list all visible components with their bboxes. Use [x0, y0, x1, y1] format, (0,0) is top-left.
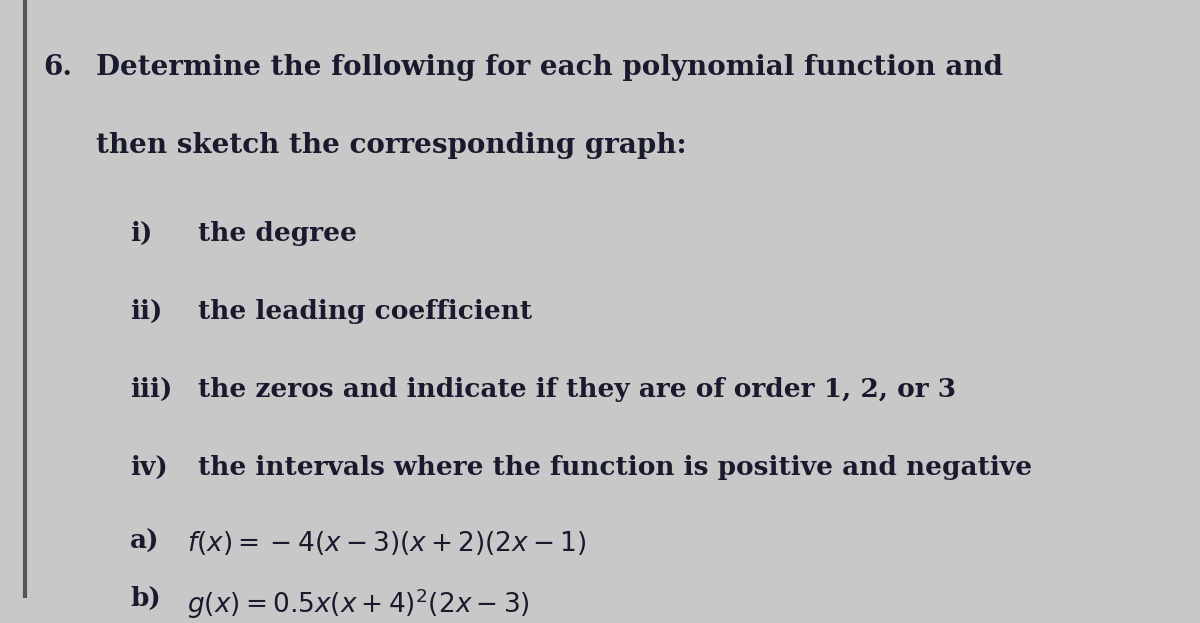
- Text: the zeros and indicate if they are of order 1, 2, or 3: the zeros and indicate if they are of or…: [198, 377, 956, 402]
- Text: $f(x) = -4(x - 3)(x + 2)(2x - 1)$: $f(x) = -4(x - 3)(x + 2)(2x - 1)$: [187, 530, 587, 558]
- Text: iv): iv): [131, 455, 168, 480]
- Text: Determine the following for each polynomial function and: Determine the following for each polynom…: [96, 54, 1003, 81]
- Text: ii): ii): [131, 299, 163, 324]
- Text: $g(x) = 0.5x(x + 4)^{2}(2x - 3)$: $g(x) = 0.5x(x + 4)^{2}(2x - 3)$: [187, 586, 529, 621]
- Text: the degree: the degree: [198, 221, 358, 246]
- Text: i): i): [131, 221, 152, 246]
- Text: iii): iii): [131, 377, 173, 402]
- Text: b): b): [131, 586, 161, 611]
- Text: the intervals where the function is positive and negative: the intervals where the function is posi…: [198, 455, 1032, 480]
- Text: a): a): [131, 530, 160, 554]
- Text: then sketch the corresponding graph:: then sketch the corresponding graph:: [96, 131, 686, 159]
- Text: the leading coefficient: the leading coefficient: [198, 299, 533, 324]
- Text: 6.: 6.: [43, 54, 72, 81]
